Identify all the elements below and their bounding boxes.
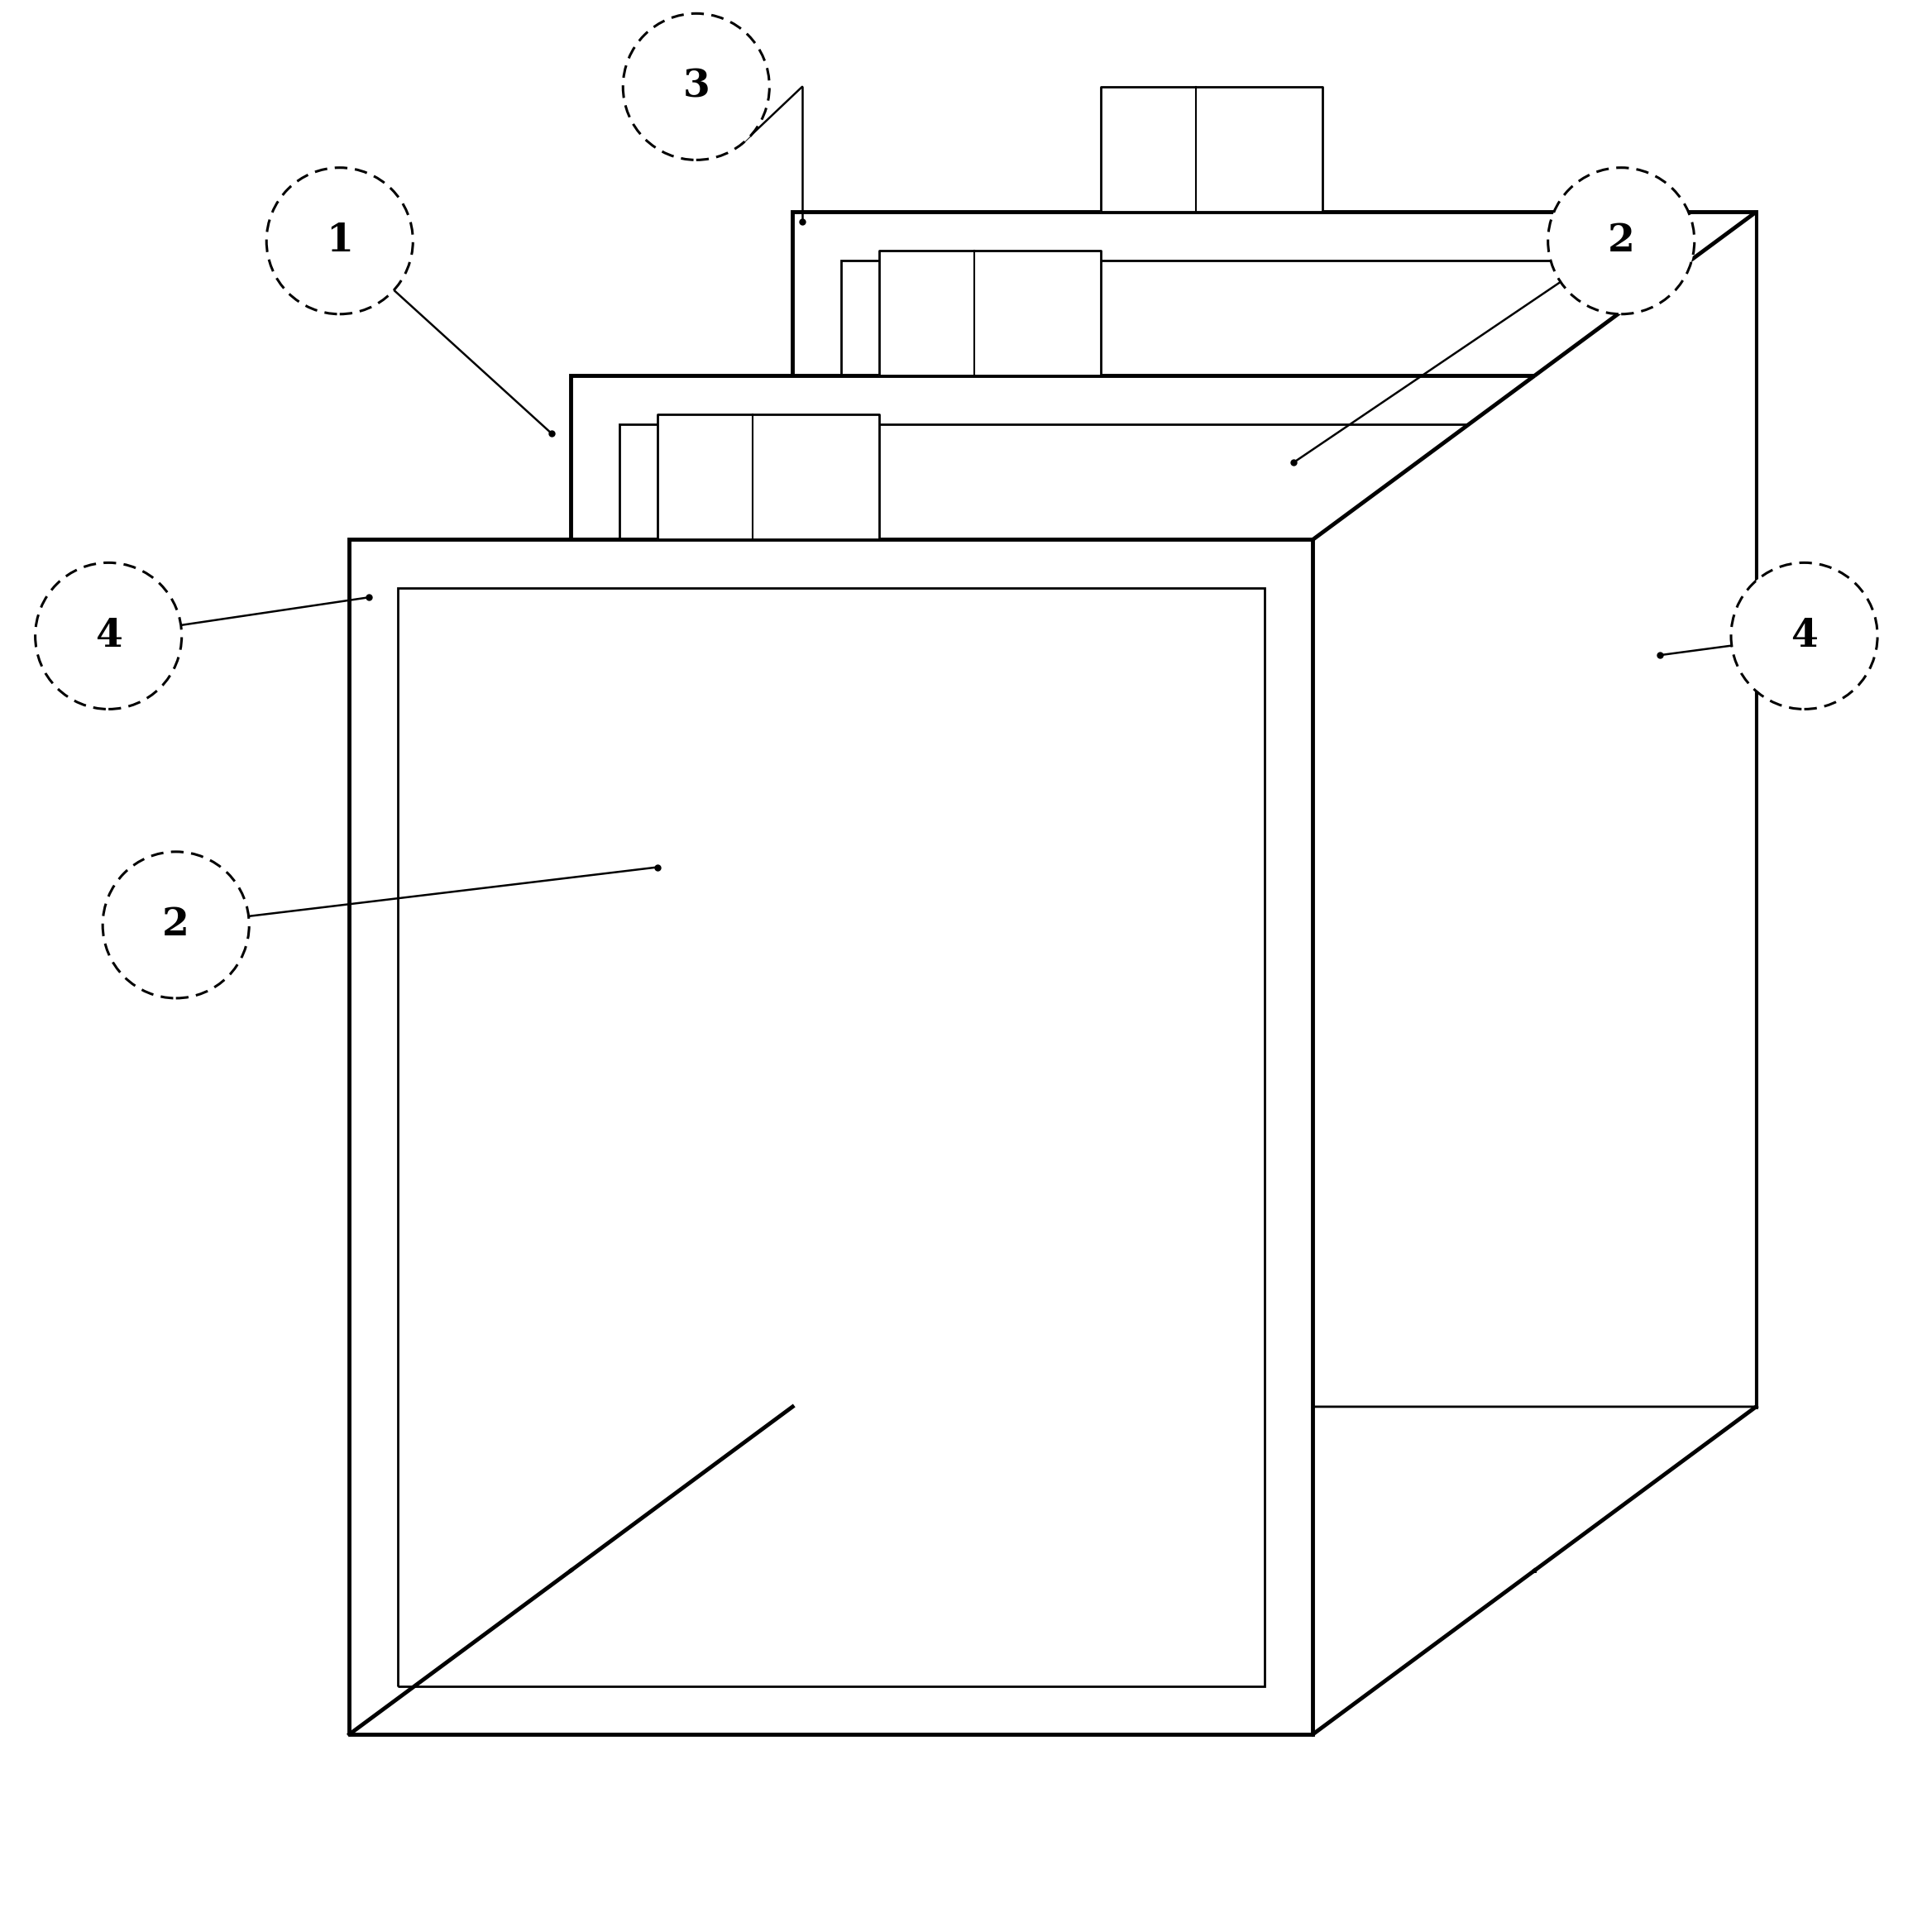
Polygon shape [618, 424, 1486, 1522]
Text: 4: 4 [1791, 617, 1818, 655]
Polygon shape [350, 540, 1314, 1734]
Circle shape [102, 852, 249, 998]
Circle shape [622, 13, 769, 160]
Circle shape [267, 168, 413, 314]
Polygon shape [398, 588, 1265, 1686]
Circle shape [1548, 168, 1694, 314]
Polygon shape [840, 260, 1708, 1359]
Polygon shape [1101, 87, 1323, 212]
Text: 2: 2 [1607, 222, 1634, 260]
Circle shape [1731, 563, 1878, 709]
Text: 3: 3 [682, 67, 709, 106]
Text: 4: 4 [95, 617, 122, 655]
Text: 1: 1 [327, 222, 354, 260]
Polygon shape [792, 212, 1756, 1407]
Text: 2: 2 [162, 906, 189, 944]
Polygon shape [572, 376, 1534, 1571]
Polygon shape [1314, 212, 1756, 1734]
Polygon shape [350, 1407, 1756, 1734]
Polygon shape [879, 251, 1101, 376]
Circle shape [35, 563, 182, 709]
Polygon shape [657, 414, 879, 540]
